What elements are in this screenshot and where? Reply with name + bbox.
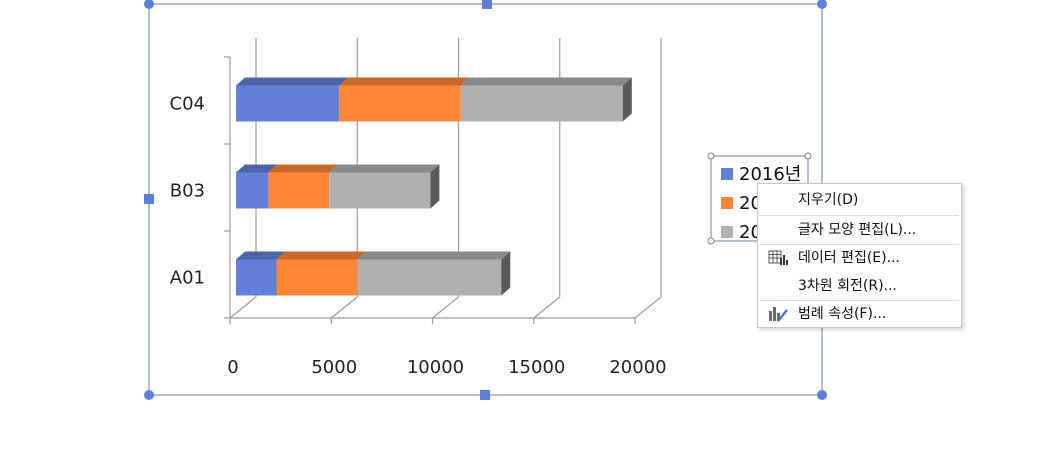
x-tick-label: 0 (227, 357, 238, 378)
edge-resize-handle (482, 0, 492, 9)
x-tick-label: 20000 (609, 357, 666, 378)
x-tick-label: 15000 (508, 357, 565, 378)
bar-segment-top (460, 77, 632, 86)
bar-segment-front (339, 85, 461, 122)
context-menu: 지우기(D) 글자 모양 편집(L)... 데이터 편집(E)... 3차원 회… (757, 183, 962, 328)
selection-handles (144, 0, 827, 400)
table-data-icon (768, 250, 788, 265)
legend-swatch (721, 168, 733, 180)
legend-swatch (721, 226, 733, 238)
gridline-floor (330, 296, 358, 319)
gridline-floor (229, 296, 257, 319)
bar-segment-front (236, 85, 340, 122)
legend-swatch (721, 197, 733, 209)
menu-item-edit-data[interactable]: 데이터 편집(E)... (758, 244, 961, 272)
corner-resize-handle (144, 390, 154, 400)
menu-separator (760, 215, 959, 216)
menu-item-delete[interactable]: 지우기(D) (758, 186, 961, 214)
bar-segment-top (236, 77, 349, 86)
bar-end-cap (430, 164, 440, 209)
bar-segment-front (329, 172, 431, 209)
bar-segment-top (339, 77, 470, 86)
bar-end-cap (622, 77, 632, 122)
legend-resize-handle (707, 237, 715, 245)
bar-segment-top (329, 164, 440, 173)
menu-item-legend-properties[interactable]: 범례 속성(F)... (758, 300, 961, 328)
y-tick-label: B03 (170, 181, 205, 202)
legend-label: 2016년 (739, 164, 801, 185)
x-tick-label: 10000 (407, 357, 464, 378)
edge-resize-handle (480, 390, 490, 400)
menu-item-edit-font[interactable]: 글자 모양 편집(L)... (758, 216, 961, 244)
menu-item-label: 범례 속성(F)... (798, 306, 887, 322)
bar-segment-front (236, 172, 269, 209)
menu-item-3d-rotation[interactable]: 3차원 회전(R)... (758, 272, 961, 300)
edge-resize-handle (144, 194, 154, 204)
menu-item-label: 3차원 회전(R)... (798, 278, 897, 294)
bar-segment-top (357, 251, 511, 260)
plot-bars (236, 77, 632, 296)
chart-properties-icon (769, 307, 788, 322)
bar-end-cap (501, 251, 511, 296)
legend-label: 20 (739, 193, 762, 214)
y-tick-label: A01 (170, 268, 205, 289)
bar-segment-front (460, 85, 623, 122)
bar-segment-top (236, 251, 286, 260)
x-tick-label: 5000 (311, 357, 357, 378)
y-tick-label: C04 (170, 94, 205, 115)
corner-resize-handle (817, 0, 827, 9)
legend-label: 20 (739, 222, 762, 243)
bar-segment-top (268, 164, 339, 173)
bar-segment-top (236, 164, 278, 173)
axis-labels: 0 5000 10000 15000 20000 A01 B03 C04 (170, 94, 667, 379)
corner-resize-handle (144, 0, 154, 9)
legend-entries: 2016년 20 20 (721, 164, 801, 243)
legend-resize-handle (707, 152, 715, 160)
bar-segment-top (276, 251, 367, 260)
bar-segment-front (276, 259, 358, 296)
menu-separator (760, 244, 959, 245)
gridline-floor (634, 296, 662, 319)
bar-segment-front (268, 172, 330, 209)
gridline-floor (432, 296, 459, 319)
menu-item-label: 데이터 편집(E)... (798, 250, 900, 266)
menu-item-label: 지우기(D) (798, 192, 859, 208)
bar-segment-front (236, 259, 277, 296)
bar-segment-front (357, 259, 502, 296)
menu-item-label: 글자 모양 편집(L)... (798, 222, 917, 238)
legend-selection-handles (707, 152, 812, 245)
legend-resize-handle (804, 152, 812, 160)
corner-resize-handle (817, 390, 827, 400)
menu-separator (760, 300, 959, 301)
gridline-floor (533, 296, 561, 319)
